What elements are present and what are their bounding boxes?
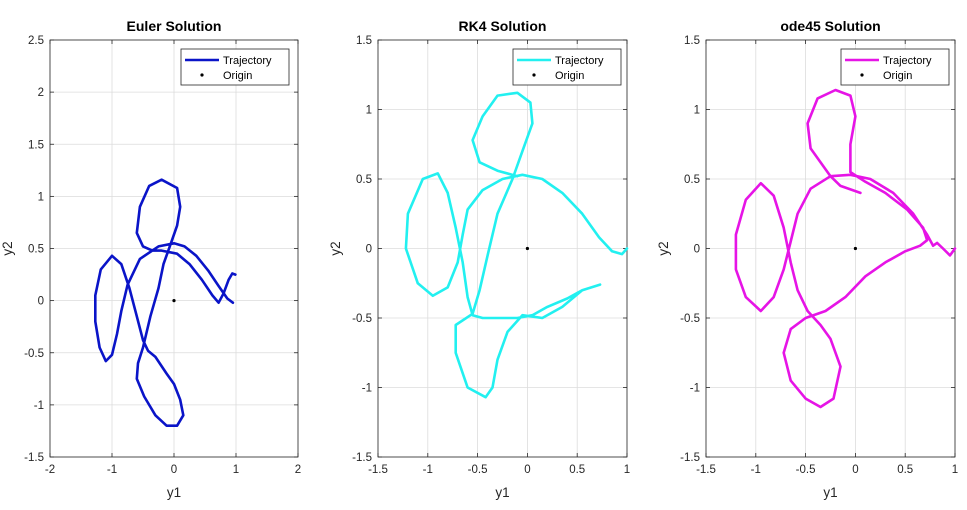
trajectory-line — [404, 91, 629, 399]
y-tick-label: -1.5 — [24, 452, 44, 464]
y-tick-label: -1.5 — [352, 452, 372, 464]
x-tick-label: -2 — [45, 464, 55, 476]
x-tick-label: 2 — [295, 464, 301, 476]
x-tick-label: 1 — [233, 464, 239, 476]
y-axis-label: y2 — [328, 241, 343, 255]
y-tick-label: 2.5 — [28, 35, 44, 47]
x-tick-label: 0 — [852, 464, 858, 476]
y-tick-label: -1 — [362, 383, 372, 395]
legend-label: Trajectory — [555, 55, 604, 67]
x-tick-label: 1 — [624, 464, 630, 476]
y-tick-label: 0 — [38, 296, 44, 308]
legend-box — [840, 48, 950, 86]
legend-label: Trajectory — [883, 55, 932, 67]
chart-title: ode45 Solution — [780, 18, 880, 34]
x-tick-label: -1.5 — [696, 464, 716, 476]
x-tick-label: -1 — [423, 464, 433, 476]
x-tick-label: 0.5 — [569, 464, 585, 476]
legend-box — [180, 48, 290, 86]
legend-label: Origin — [555, 70, 584, 82]
x-tick-label: -1 — [751, 464, 761, 476]
x-tick-label: 1 — [952, 464, 958, 476]
legend: Trajectory Origin — [512, 48, 622, 86]
origin-point — [853, 246, 858, 251]
x-tick-label: -0.5 — [796, 464, 816, 476]
y-tick-label: 1.5 — [356, 35, 372, 47]
chart-panel-3: -1.5 -1 -0.5 0 0.5 1 -1.5 -1 -0.5 0 0.5 1 1.5 ode45 S… — [656, 18, 958, 500]
y-tick-label: -1.5 — [680, 452, 700, 464]
y-tick-label: -0.5 — [24, 348, 44, 360]
x-axis-label: y1 — [823, 485, 837, 500]
y-tick-label: 0 — [366, 244, 372, 256]
y-tick-label: 0.5 — [356, 174, 372, 186]
y-tick-label: 0.5 — [28, 244, 44, 256]
x-tick-label: 0.5 — [897, 464, 913, 476]
origin-point — [525, 246, 530, 251]
y-tick-label: 1 — [366, 105, 372, 117]
gridlines — [49, 39, 299, 458]
y-tick-label: 0.5 — [684, 174, 700, 186]
x-tick-label: -1 — [107, 464, 117, 476]
legend-label: Trajectory — [223, 55, 272, 67]
x-axis-label: y1 — [167, 485, 181, 500]
chart-panel-2: -1.5 -1 -0.5 0 0.5 1 -1.5 -1 -0.5 0 0.5 1 1.5 RK4 Sol… — [328, 18, 630, 500]
legend-origin-marker — [532, 73, 536, 77]
y-axis-label: y2 — [0, 241, 15, 255]
y-tick-label: -0.5 — [680, 313, 700, 325]
chart-title: RK4 Solution — [459, 18, 547, 34]
y-axis-label: y2 — [656, 241, 671, 255]
chart-title: Euler Solution — [127, 18, 222, 34]
y-tick-label: 0 — [694, 244, 700, 256]
y-tick-label: -0.5 — [352, 313, 372, 325]
legend-label: Origin — [883, 70, 912, 82]
trajectory-line — [734, 88, 957, 409]
y-tick-label: 2 — [38, 87, 44, 99]
y-tick-label: 1.5 — [684, 35, 700, 47]
x-axis-label: y1 — [495, 485, 509, 500]
y-tick-label: -1 — [690, 383, 700, 395]
y-tick-label: -1 — [34, 400, 44, 412]
legend-box — [512, 48, 622, 86]
y-tick-label: 1 — [694, 105, 700, 117]
legend-label: Origin — [223, 70, 252, 82]
legend: Trajectory Origin — [840, 48, 950, 86]
x-tick-label: -1.5 — [368, 464, 388, 476]
origin-point — [172, 299, 176, 303]
x-tick-label: 0 — [524, 464, 530, 476]
legend: Trajectory Origin — [180, 48, 290, 86]
x-tick-label: -0.5 — [468, 464, 488, 476]
y-tick-label: 1.5 — [28, 139, 44, 151]
chart-panel-1: -2 -1 0 1 2 -1.5 -1 -0.5 0 0.5 1 1.5 2 2.5 Euler Solut… — [0, 18, 301, 500]
legend-origin-marker — [860, 73, 864, 77]
x-tick-label: 0 — [171, 464, 177, 476]
legend-origin-marker — [200, 73, 204, 77]
y-tick-label: 1 — [38, 191, 44, 203]
trajectory-line — [94, 178, 237, 427]
